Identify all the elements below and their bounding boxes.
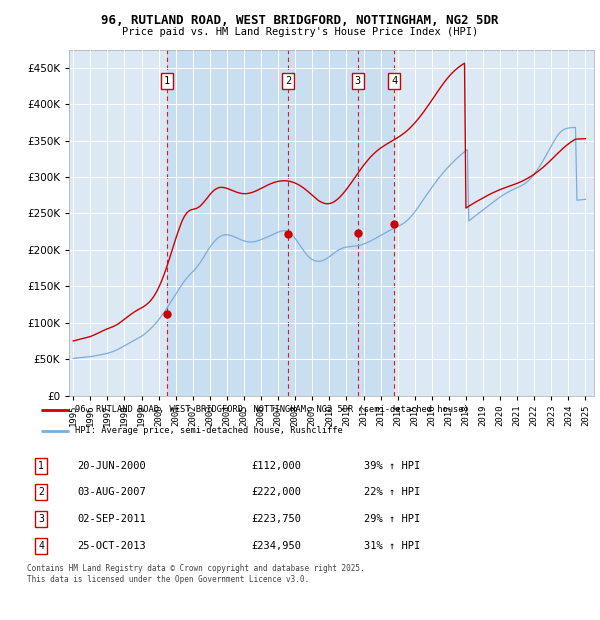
Text: 29% ↑ HPI: 29% ↑ HPI — [364, 513, 420, 524]
Text: 25-OCT-2013: 25-OCT-2013 — [77, 541, 146, 551]
Text: 1: 1 — [38, 461, 44, 471]
Text: 02-SEP-2011: 02-SEP-2011 — [77, 513, 146, 524]
Text: 96, RUTLAND ROAD, WEST BRIDGFORD, NOTTINGHAM, NG2 5DR: 96, RUTLAND ROAD, WEST BRIDGFORD, NOTTIN… — [101, 14, 499, 27]
Text: 22% ↑ HPI: 22% ↑ HPI — [364, 487, 420, 497]
Text: Price paid vs. HM Land Registry's House Price Index (HPI): Price paid vs. HM Land Registry's House … — [122, 27, 478, 37]
Text: 2: 2 — [285, 76, 291, 86]
Text: 3: 3 — [355, 76, 361, 86]
Text: £222,000: £222,000 — [251, 487, 301, 497]
Bar — [358, 50, 394, 396]
Text: 39% ↑ HPI: 39% ↑ HPI — [364, 461, 420, 471]
Text: 3: 3 — [38, 513, 44, 524]
Bar — [167, 50, 288, 396]
Text: 2: 2 — [38, 487, 44, 497]
Text: 31% ↑ HPI: 31% ↑ HPI — [364, 541, 420, 551]
Text: 4: 4 — [38, 541, 44, 551]
Text: £223,750: £223,750 — [251, 513, 301, 524]
Text: Contains HM Land Registry data © Crown copyright and database right 2025.
This d: Contains HM Land Registry data © Crown c… — [27, 564, 365, 583]
Text: 96, RUTLAND ROAD, WEST BRIDGFORD, NOTTINGHAM, NG2 5DR (semi-detached house): 96, RUTLAND ROAD, WEST BRIDGFORD, NOTTIN… — [74, 405, 469, 414]
Text: 03-AUG-2007: 03-AUG-2007 — [77, 487, 146, 497]
Text: 20-JUN-2000: 20-JUN-2000 — [77, 461, 146, 471]
Text: 1: 1 — [164, 76, 170, 86]
Text: £112,000: £112,000 — [251, 461, 301, 471]
Text: HPI: Average price, semi-detached house, Rushcliffe: HPI: Average price, semi-detached house,… — [74, 426, 343, 435]
Text: £234,950: £234,950 — [251, 541, 301, 551]
Text: 4: 4 — [391, 76, 398, 86]
Bar — [288, 50, 358, 396]
